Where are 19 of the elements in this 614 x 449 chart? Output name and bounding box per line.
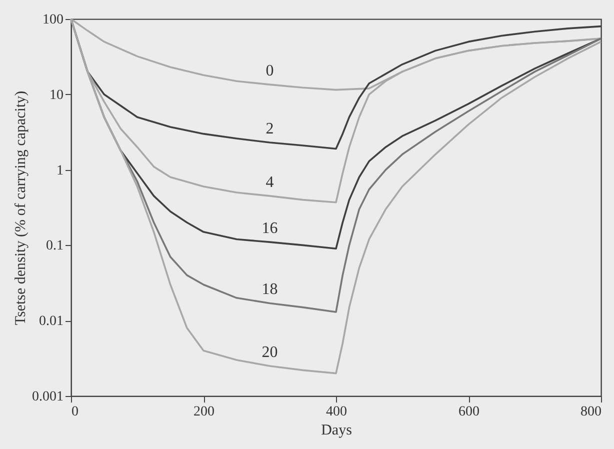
y-tick-label: 0.001	[32, 390, 64, 404]
series-label: 4	[266, 174, 274, 191]
x-tick-label: 600	[458, 404, 480, 420]
y-tick-label: 1	[56, 163, 64, 178]
x-tick-label: 200	[194, 404, 214, 420]
series-label: 16	[262, 220, 278, 238]
series-label: 20	[262, 344, 278, 361]
y-axis-title: Tsetse density (% of carrying capacity)	[13, 90, 29, 326]
x-tick-label: 400	[326, 404, 347, 420]
series-label: 2	[266, 120, 274, 138]
y-tick-label: 10	[50, 88, 64, 103]
x-axis-title: Days	[321, 422, 352, 438]
x-tick-label: 800	[580, 404, 602, 420]
y-tick-label: 100	[42, 12, 64, 28]
y-tick-label: 0.01	[39, 314, 64, 330]
y-tick-label: 0.1	[46, 238, 64, 254]
x-tick-label: 0	[72, 404, 78, 420]
series-label: 0	[266, 62, 274, 80]
series-label: 18	[262, 281, 278, 298]
